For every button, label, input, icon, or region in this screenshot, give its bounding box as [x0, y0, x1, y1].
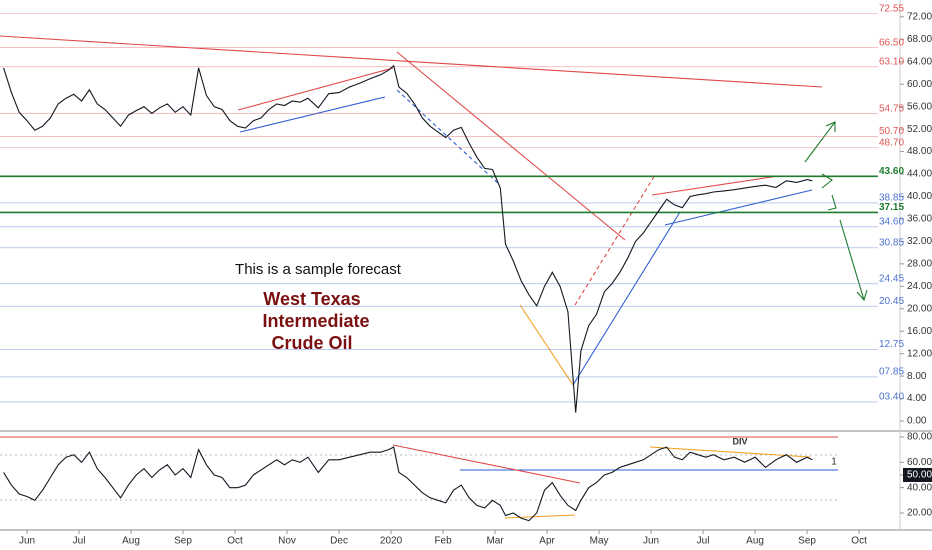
x-tick-label: Jun	[643, 536, 659, 547]
level-label: 03.40	[879, 392, 904, 403]
trendline	[664, 189, 813, 226]
level-label: 24.45	[879, 273, 904, 284]
price-line	[3, 64, 813, 413]
y-tick-label: 80.00	[907, 432, 932, 443]
annotation: 1	[831, 457, 837, 468]
tick-box	[903, 467, 932, 482]
y-tick-label: 40.00	[907, 191, 932, 202]
level-label: 34.60	[879, 216, 904, 227]
y-tick-label: 50.00	[907, 470, 932, 481]
y-tick-label: 52.00	[907, 124, 932, 135]
y-tick-label: 48.00	[907, 146, 932, 157]
y-tick-label: 72.00	[907, 11, 932, 22]
y-tick-label: 60.00	[907, 457, 932, 468]
y-tick-label: 64.00	[907, 56, 932, 67]
y-tick-label: 44.00	[907, 169, 932, 180]
level-label: 50.70	[879, 126, 904, 137]
level-label: 38.85	[879, 193, 904, 204]
x-tick-label: Apr	[539, 536, 555, 547]
level-label: 48.70	[879, 137, 904, 148]
y-tick-label: 32.00	[907, 236, 932, 247]
trendline	[239, 96, 386, 133]
annotation: This is a sample forecast	[235, 261, 402, 278]
x-tick-label: Sep	[798, 536, 816, 547]
x-tick-label: Sep	[174, 536, 192, 547]
x-tick-label: Aug	[122, 536, 140, 547]
level-label: 54.75	[879, 103, 904, 114]
x-tick-label: Mar	[486, 536, 504, 547]
price-line	[3, 446, 813, 522]
trendline	[396, 51, 626, 241]
y-tick-label: 12.00	[907, 348, 932, 359]
trendline	[237, 67, 394, 111]
rsi-trendline	[504, 514, 576, 519]
level-label: 72.55	[879, 3, 904, 14]
y-tick-label: 68.00	[907, 34, 932, 45]
y-tick-label: 60.00	[907, 79, 932, 90]
y-tick-label: 56.00	[907, 101, 932, 112]
title-line: Crude Oil	[271, 333, 352, 353]
x-tick-label: Feb	[434, 536, 452, 547]
level-label: 63.10	[879, 56, 904, 67]
x-tick-label: Nov	[278, 536, 296, 547]
y-tick-label: 28.00	[907, 258, 932, 269]
x-tick-label: Aug	[746, 536, 764, 547]
title-line: Intermediate	[262, 311, 369, 331]
rsi-trendline	[649, 446, 811, 458]
arrow	[839, 219, 865, 301]
y-tick-label: 4.00	[907, 393, 927, 404]
y-tick-label: 8.00	[907, 371, 927, 382]
level-label: 43.60	[879, 166, 904, 177]
level-label: 20.45	[879, 296, 904, 307]
x-tick-label: 2020	[380, 536, 403, 547]
arrow	[804, 121, 836, 163]
level-label: 37.15	[879, 202, 904, 213]
y-tick-label: 0.00	[907, 416, 927, 427]
x-tick-label: Oct	[851, 536, 867, 547]
y-tick-label: 20.00	[907, 508, 932, 519]
chevron	[827, 194, 837, 211]
annotation: DIV	[732, 436, 747, 446]
level-label: 30.85	[879, 237, 904, 248]
y-tick-label: 16.00	[907, 326, 932, 337]
x-tick-label: Oct	[227, 536, 243, 547]
level-label: 07.85	[879, 367, 904, 378]
trendline	[519, 304, 574, 386]
y-tick-label: 40.00	[907, 482, 932, 493]
trendline	[396, 89, 501, 186]
y-tick-label: 24.00	[907, 281, 932, 292]
title-line: West Texas	[263, 289, 360, 309]
drawings	[0, 35, 868, 519]
trendline	[572, 211, 681, 386]
rsi-trendline	[392, 444, 581, 484]
trendline	[0, 35, 823, 88]
y-tick-label: 36.00	[907, 214, 932, 225]
x-tick-label: Dec	[330, 536, 348, 547]
level-label: 66.50	[879, 37, 904, 48]
arrow-head	[825, 121, 836, 132]
arrow-head	[856, 289, 868, 302]
x-tick-label: May	[590, 536, 609, 547]
trendline	[651, 175, 779, 196]
y-tick-label: 20.00	[907, 303, 932, 314]
x-tick-label: Jul	[73, 536, 86, 547]
level-label: 12.75	[879, 339, 904, 350]
trendline	[574, 174, 656, 306]
x-tick-label: Jun	[19, 536, 35, 547]
x-tick-label: Jul	[697, 536, 710, 547]
